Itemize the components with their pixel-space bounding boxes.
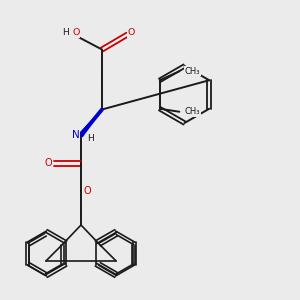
Text: H: H (87, 134, 93, 143)
Text: O: O (128, 28, 135, 37)
Text: CH₃: CH₃ (185, 67, 200, 76)
Text: O: O (72, 28, 80, 37)
Text: N: N (72, 130, 80, 140)
Text: H: H (62, 28, 68, 37)
Text: CH₃: CH₃ (185, 107, 200, 116)
Text: O: O (45, 158, 52, 169)
Text: O: O (84, 185, 92, 196)
Polygon shape (80, 110, 102, 137)
